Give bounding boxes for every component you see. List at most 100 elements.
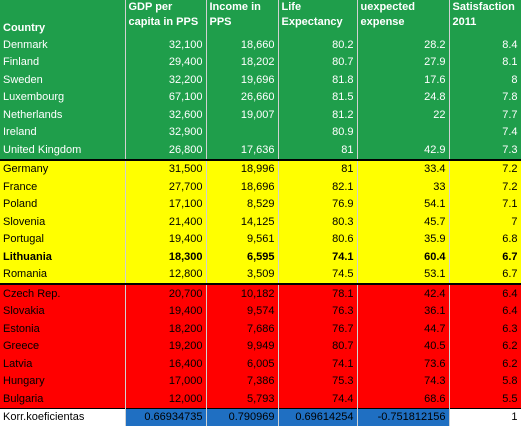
value-cell[interactable]: 8,529 (206, 195, 279, 213)
value-cell[interactable]: 7.4 (449, 123, 521, 141)
value-cell[interactable]: 7.2 (449, 158, 521, 178)
country-cell[interactable]: Latvia (0, 355, 126, 373)
value-cell[interactable]: 44.7 (357, 320, 450, 338)
value-cell[interactable]: 18,660 (206, 36, 279, 54)
value-cell[interactable]: 19,400 (125, 230, 207, 248)
value-cell[interactable]: 26,800 (125, 141, 207, 160)
value-cell[interactable]: 7.1 (449, 195, 521, 213)
header-gdp[interactable]: GDP per capita in PPS (125, 0, 207, 36)
value-cell[interactable]: 17.6 (357, 71, 450, 89)
country-cell[interactable]: Slovakia (0, 302, 126, 320)
value-cell[interactable]: 81.8 (278, 71, 358, 89)
value-cell[interactable]: 76.3 (278, 302, 358, 320)
value-cell[interactable]: 7.3 (449, 141, 521, 160)
value-cell[interactable]: 80.3 (278, 213, 358, 231)
country-cell[interactable]: France (0, 178, 126, 196)
value-cell[interactable]: 53.1 (357, 265, 450, 284)
value-cell[interactable]: 19,400 (125, 302, 207, 320)
header-life-expectancy[interactable]: Life Expectancy (278, 0, 358, 36)
value-cell[interactable]: 81 (278, 158, 358, 178)
value-cell[interactable]: 17,100 (125, 195, 207, 213)
value-cell[interactable]: 54.1 (357, 195, 450, 213)
value-cell[interactable]: 6.4 (449, 302, 521, 320)
country-cell[interactable]: Netherlands (0, 106, 126, 124)
value-cell[interactable]: 8.1 (449, 53, 521, 71)
value-cell[interactable]: 7,686 (206, 320, 279, 338)
value-cell[interactable]: 80.7 (278, 53, 358, 71)
header-country[interactable]: Country (0, 0, 126, 36)
value-cell[interactable]: 32,900 (125, 123, 207, 141)
value-cell[interactable]: 21,400 (125, 213, 207, 231)
value-cell[interactable]: 18,696 (206, 178, 279, 196)
country-cell[interactable]: Greece (0, 337, 126, 355)
correlation-label[interactable]: Korr.koeficientas (0, 407, 126, 426)
value-cell[interactable]: 18,300 (125, 248, 207, 266)
value-cell[interactable]: 32,100 (125, 36, 207, 54)
value-cell[interactable]: 6.2 (449, 355, 521, 373)
value-cell[interactable]: 60.4 (357, 248, 450, 266)
value-cell[interactable]: 19,007 (206, 106, 279, 124)
value-cell[interactable]: 32,200 (125, 71, 207, 89)
value-cell[interactable] (357, 123, 450, 141)
country-cell[interactable]: Poland (0, 195, 126, 213)
value-cell[interactable]: 18,200 (125, 320, 207, 338)
value-cell[interactable]: 26,660 (206, 88, 279, 106)
value-cell[interactable]: 5,793 (206, 390, 279, 408)
correlation-cell[interactable]: 0.66934735 (125, 407, 207, 426)
value-cell[interactable]: 74.1 (278, 355, 358, 373)
value-cell[interactable]: 35.9 (357, 230, 450, 248)
value-cell[interactable]: 81 (278, 141, 358, 160)
value-cell[interactable]: 42.9 (357, 141, 450, 160)
value-cell[interactable]: 80.6 (278, 230, 358, 248)
country-cell[interactable]: Hungary (0, 372, 126, 390)
value-cell[interactable]: 19,696 (206, 71, 279, 89)
header-satisfaction[interactable]: Satisfaction 2011 (449, 0, 521, 36)
value-cell[interactable]: 7,386 (206, 372, 279, 390)
correlation-cell[interactable]: 0.69614254 (278, 407, 358, 426)
value-cell[interactable]: 9,949 (206, 337, 279, 355)
value-cell[interactable]: 22 (357, 106, 450, 124)
header-income[interactable]: Income in PPS (206, 0, 279, 36)
value-cell[interactable]: 67,100 (125, 88, 207, 106)
value-cell[interactable]: 18,996 (206, 158, 279, 178)
header-unexpected-expense[interactable]: uexpected expense (357, 0, 450, 36)
country-cell[interactable]: Lithuania (0, 248, 126, 266)
value-cell[interactable]: 6,595 (206, 248, 279, 266)
value-cell[interactable]: 29,400 (125, 53, 207, 71)
value-cell[interactable]: 6,005 (206, 355, 279, 373)
value-cell[interactable]: 7.8 (449, 88, 521, 106)
value-cell[interactable]: 5.5 (449, 390, 521, 408)
value-cell[interactable]: 16,400 (125, 355, 207, 373)
value-cell[interactable]: 6.2 (449, 337, 521, 355)
value-cell[interactable]: 36.1 (357, 302, 450, 320)
country-cell[interactable]: Slovenia (0, 213, 126, 231)
country-cell[interactable]: Denmark (0, 36, 126, 54)
value-cell[interactable]: 82.1 (278, 178, 358, 196)
value-cell[interactable]: 12,800 (125, 265, 207, 284)
country-cell[interactable]: Czech Rep. (0, 283, 126, 303)
value-cell[interactable]: 76.7 (278, 320, 358, 338)
value-cell[interactable]: 24.8 (357, 88, 450, 106)
country-cell[interactable]: Estonia (0, 320, 126, 338)
value-cell[interactable]: 12,000 (125, 390, 207, 408)
value-cell[interactable]: 32,600 (125, 106, 207, 124)
value-cell[interactable]: 74.3 (357, 372, 450, 390)
value-cell[interactable]: 6.8 (449, 230, 521, 248)
value-cell[interactable]: 7.2 (449, 178, 521, 196)
value-cell[interactable]: 19,200 (125, 337, 207, 355)
value-cell[interactable]: 7 (449, 213, 521, 231)
country-cell[interactable]: Finland (0, 53, 126, 71)
value-cell[interactable]: 73.6 (357, 355, 450, 373)
value-cell[interactable]: 6.7 (449, 265, 521, 284)
country-cell[interactable]: Ireland (0, 123, 126, 141)
value-cell[interactable]: 81.5 (278, 88, 358, 106)
country-cell[interactable]: Sweden (0, 71, 126, 89)
value-cell[interactable]: 20,700 (125, 283, 207, 303)
value-cell[interactable]: 6.3 (449, 320, 521, 338)
value-cell[interactable]: 5.8 (449, 372, 521, 390)
value-cell[interactable]: 31,500 (125, 158, 207, 178)
country-cell[interactable]: Luxembourg (0, 88, 126, 106)
value-cell[interactable]: 9,561 (206, 230, 279, 248)
value-cell[interactable]: 74.5 (278, 265, 358, 284)
value-cell[interactable]: 8.4 (449, 36, 521, 54)
